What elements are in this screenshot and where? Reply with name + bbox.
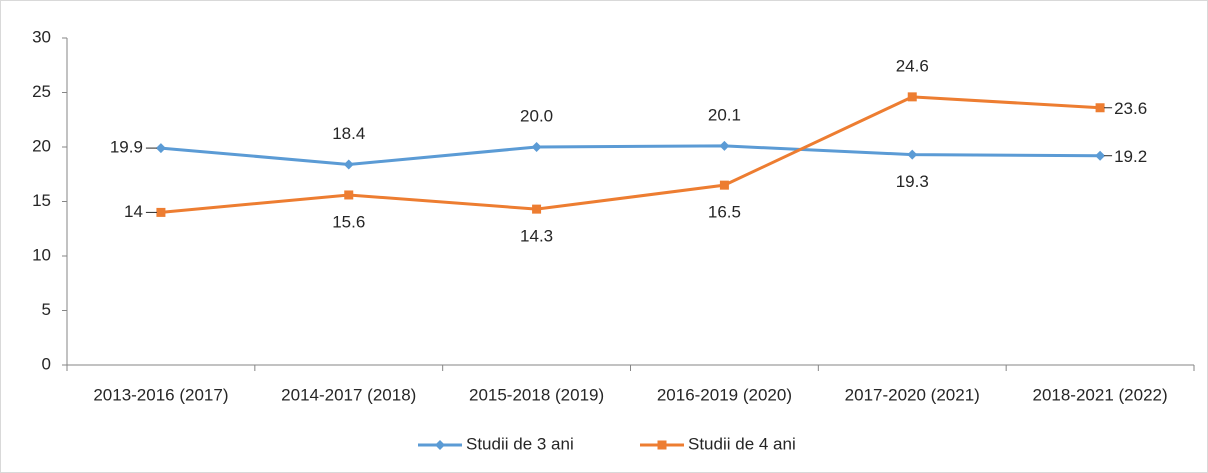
y-tick-label: 5 — [42, 300, 51, 319]
marker — [907, 92, 917, 102]
data-label: 23.6 — [1114, 99, 1147, 118]
x-tick-label: 2013-2016 (2017) — [93, 385, 228, 404]
x-tick-label: 2014-2017 (2018) — [281, 385, 416, 404]
x-tick-label: 2018-2021 (2022) — [1032, 385, 1167, 404]
data-label: 15.6 — [332, 212, 365, 231]
marker — [657, 440, 667, 450]
marker — [719, 140, 730, 151]
marker — [532, 204, 542, 214]
data-label: 19.2 — [1114, 147, 1147, 166]
line — [160, 144, 1101, 166]
y-tick-label: 20 — [32, 136, 51, 155]
legend-label: Studii de 4 ani — [688, 434, 796, 453]
marker — [155, 143, 166, 154]
x-tick-label: 2015-2018 (2019) — [469, 385, 604, 404]
legend-label: Studii de 3 ani — [466, 434, 574, 453]
y-tick-label: 10 — [32, 245, 51, 264]
x-tick-label: 2017-2020 (2021) — [845, 385, 980, 404]
marker — [343, 159, 354, 170]
marker — [1095, 103, 1105, 113]
marker — [907, 149, 918, 160]
data-label: 18.4 — [332, 124, 365, 143]
data-label: 14 — [124, 202, 143, 221]
marker — [435, 440, 445, 450]
data-label: 19.3 — [896, 172, 929, 191]
y-tick-label: 15 — [32, 191, 51, 210]
line — [160, 95, 1101, 214]
data-label: 16.5 — [708, 203, 741, 222]
marker — [1095, 150, 1106, 161]
data-label: 24.6 — [896, 56, 929, 75]
marker — [719, 180, 729, 190]
y-tick-label: 0 — [42, 354, 51, 373]
y-tick-label: 25 — [32, 82, 51, 101]
marker — [344, 190, 354, 200]
data-label: 20.1 — [708, 105, 741, 124]
marker — [156, 207, 166, 217]
data-label: 14.3 — [520, 227, 553, 246]
marker — [531, 142, 542, 152]
data-label: 19.9 — [110, 138, 143, 157]
data-label: 20.0 — [520, 106, 553, 125]
x-tick-label: 2016-2019 (2020) — [657, 385, 792, 404]
y-tick-label: 30 — [32, 27, 51, 46]
